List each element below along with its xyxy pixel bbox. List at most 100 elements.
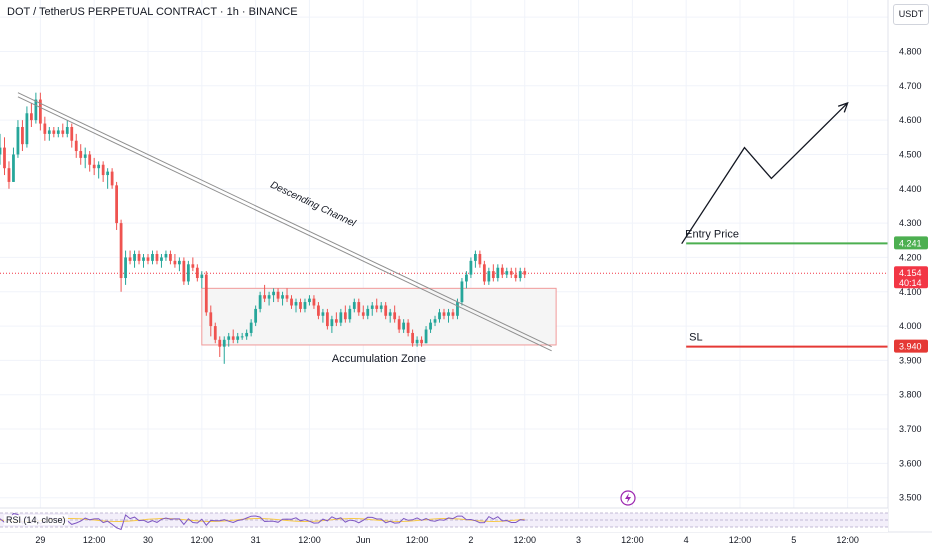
candle-body [478, 254, 482, 265]
candle-body [160, 257, 163, 261]
candle-body [424, 329, 428, 344]
candle-body [294, 302, 298, 306]
candle-body [326, 312, 329, 327]
candle-body [119, 223, 123, 279]
candle-body [509, 271, 513, 275]
candle-body [79, 151, 83, 158]
projection-path [681, 102, 849, 245]
candle-body [375, 305, 379, 309]
candle-body [290, 298, 293, 306]
candle-body [334, 319, 338, 323]
candle-body [429, 322, 432, 330]
y-tick-label: 4.200 [899, 252, 922, 262]
channel-line-lower [17, 96, 552, 352]
candle-body [115, 185, 118, 224]
candle-body [505, 271, 509, 275]
y-tick-label: 4.100 [899, 287, 922, 297]
candle-body [195, 267, 199, 279]
candle-body [236, 336, 240, 340]
y-tick-label: 4.700 [899, 81, 922, 91]
candle-body [500, 267, 504, 275]
x-tick-label: 3 [576, 535, 581, 545]
candle-body [47, 130, 51, 134]
rsi-indicator-label[interactable]: RSI (14, close) [4, 515, 68, 525]
y-tick-label: 4.300 [899, 218, 922, 228]
symbol-title[interactable]: DOT / TetherUS PERPETUAL CONTRACT · 1h ·… [7, 6, 298, 18]
candle-body [357, 302, 361, 313]
candle-body [388, 312, 392, 316]
candle-body [146, 257, 150, 261]
candle-body [272, 291, 275, 296]
candle-body [384, 305, 388, 316]
candle-body [258, 295, 262, 309]
candle-body [447, 312, 450, 316]
x-tick-label: 12:00 [298, 535, 321, 545]
candle-body [124, 257, 127, 279]
candle-body [469, 260, 473, 275]
x-tick-label: Jun [356, 535, 371, 545]
y-tick-label: 4.000 [899, 321, 922, 331]
candle-body [200, 274, 204, 279]
x-tick-label: 31 [251, 535, 261, 545]
candle-body [21, 127, 24, 145]
candle-body [343, 312, 347, 320]
y-tick-label: 4.400 [899, 184, 922, 194]
candle-body [30, 113, 33, 121]
currency-button[interactable]: USDT [893, 4, 929, 25]
candle-body [25, 113, 29, 145]
candle-body [186, 264, 190, 282]
rsi-pane [0, 507, 888, 532]
candle-body [88, 154, 92, 165]
candle-body [178, 260, 181, 265]
stop-loss-price-text: 3.940 [899, 342, 922, 352]
candle-body [83, 154, 87, 158]
candle-body [92, 164, 96, 169]
candle-body [169, 254, 172, 261]
candle-body [308, 298, 311, 303]
candle-body [339, 312, 343, 323]
candle-body [209, 312, 213, 327]
candle-body [3, 147, 6, 169]
candle-body [128, 257, 132, 261]
candle-body [276, 291, 280, 299]
x-tick-label: 4 [684, 535, 689, 545]
current-price-text: 4.154 [899, 268, 922, 278]
stop-loss-label: SL [689, 332, 702, 344]
candle-body [491, 271, 495, 279]
candle-body [191, 264, 195, 268]
candle-body [38, 99, 42, 124]
candle-body [370, 305, 374, 309]
candle-body [393, 312, 397, 320]
candle-body [164, 254, 168, 258]
candle-body [438, 312, 441, 320]
candle-body [366, 308, 370, 316]
x-tick-label: 12:00 [513, 535, 536, 545]
candle-body [285, 295, 289, 299]
candle-body [16, 127, 20, 155]
projection-arrowhead [837, 101, 849, 113]
candle-body [43, 123, 47, 134]
candle-body [151, 254, 154, 261]
candle-body [245, 332, 249, 337]
candle-body [133, 254, 136, 261]
candle-body [496, 267, 500, 279]
stop-loss-price-tag [894, 339, 928, 353]
candle-body [249, 322, 253, 333]
candle-body [299, 302, 302, 309]
candle-body [142, 257, 145, 261]
candle-body [254, 308, 258, 323]
y-tick-label: 3.900 [899, 355, 922, 365]
candle-body [317, 305, 320, 316]
candle-body [222, 339, 226, 347]
candle-body [137, 254, 141, 261]
candle-body [348, 308, 352, 320]
y-tick-label: 4.800 [899, 46, 922, 56]
candle-body [451, 312, 455, 316]
candle-body [281, 295, 284, 299]
candle-body [406, 322, 410, 333]
x-tick-label: 12:00 [191, 535, 214, 545]
entry-price-tag [894, 236, 928, 250]
candle-body [231, 336, 235, 340]
candle-body [74, 140, 78, 152]
